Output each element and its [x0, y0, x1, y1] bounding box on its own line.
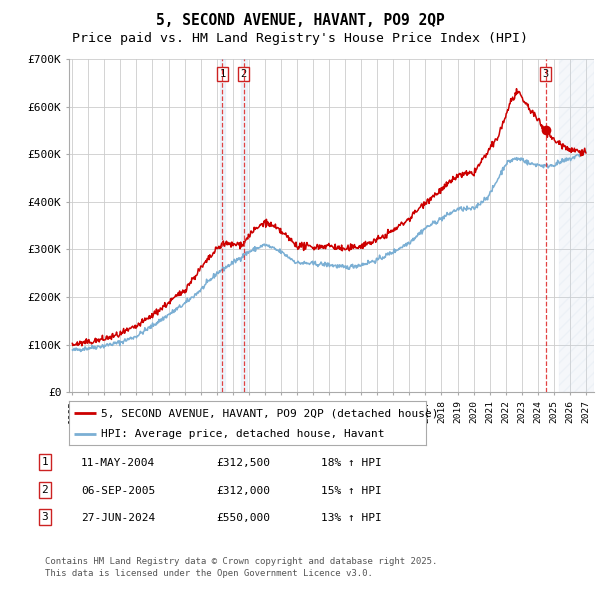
Text: HPI: Average price, detached house, Havant: HPI: Average price, detached house, Hava…	[101, 430, 385, 440]
Text: £312,500: £312,500	[216, 458, 270, 468]
Text: 11-MAY-2004: 11-MAY-2004	[81, 458, 155, 468]
Text: 5, SECOND AVENUE, HAVANT, PO9 2QP (detached house): 5, SECOND AVENUE, HAVANT, PO9 2QP (detac…	[101, 408, 439, 418]
Text: This data is licensed under the Open Government Licence v3.0.: This data is licensed under the Open Gov…	[45, 569, 373, 578]
Bar	[220, 59, 226, 392]
Text: 3: 3	[542, 69, 549, 79]
Text: 13% ↑ HPI: 13% ↑ HPI	[321, 513, 382, 523]
Bar	[241, 59, 247, 392]
Text: 1: 1	[220, 69, 226, 79]
Bar	[559, 59, 594, 392]
Text: 1: 1	[41, 457, 49, 467]
Text: 27-JUN-2024: 27-JUN-2024	[81, 513, 155, 523]
Text: 2: 2	[241, 69, 247, 79]
Text: £312,000: £312,000	[216, 486, 270, 496]
Text: £550,000: £550,000	[216, 513, 270, 523]
Text: 06-SEP-2005: 06-SEP-2005	[81, 486, 155, 496]
Text: 18% ↑ HPI: 18% ↑ HPI	[321, 458, 382, 468]
Text: Contains HM Land Registry data © Crown copyright and database right 2025.: Contains HM Land Registry data © Crown c…	[45, 557, 437, 566]
Text: 15% ↑ HPI: 15% ↑ HPI	[321, 486, 382, 496]
Text: 3: 3	[41, 512, 49, 522]
Text: Price paid vs. HM Land Registry's House Price Index (HPI): Price paid vs. HM Land Registry's House …	[72, 32, 528, 45]
Text: 2: 2	[41, 485, 49, 494]
Text: 5, SECOND AVENUE, HAVANT, PO9 2QP: 5, SECOND AVENUE, HAVANT, PO9 2QP	[155, 13, 445, 28]
